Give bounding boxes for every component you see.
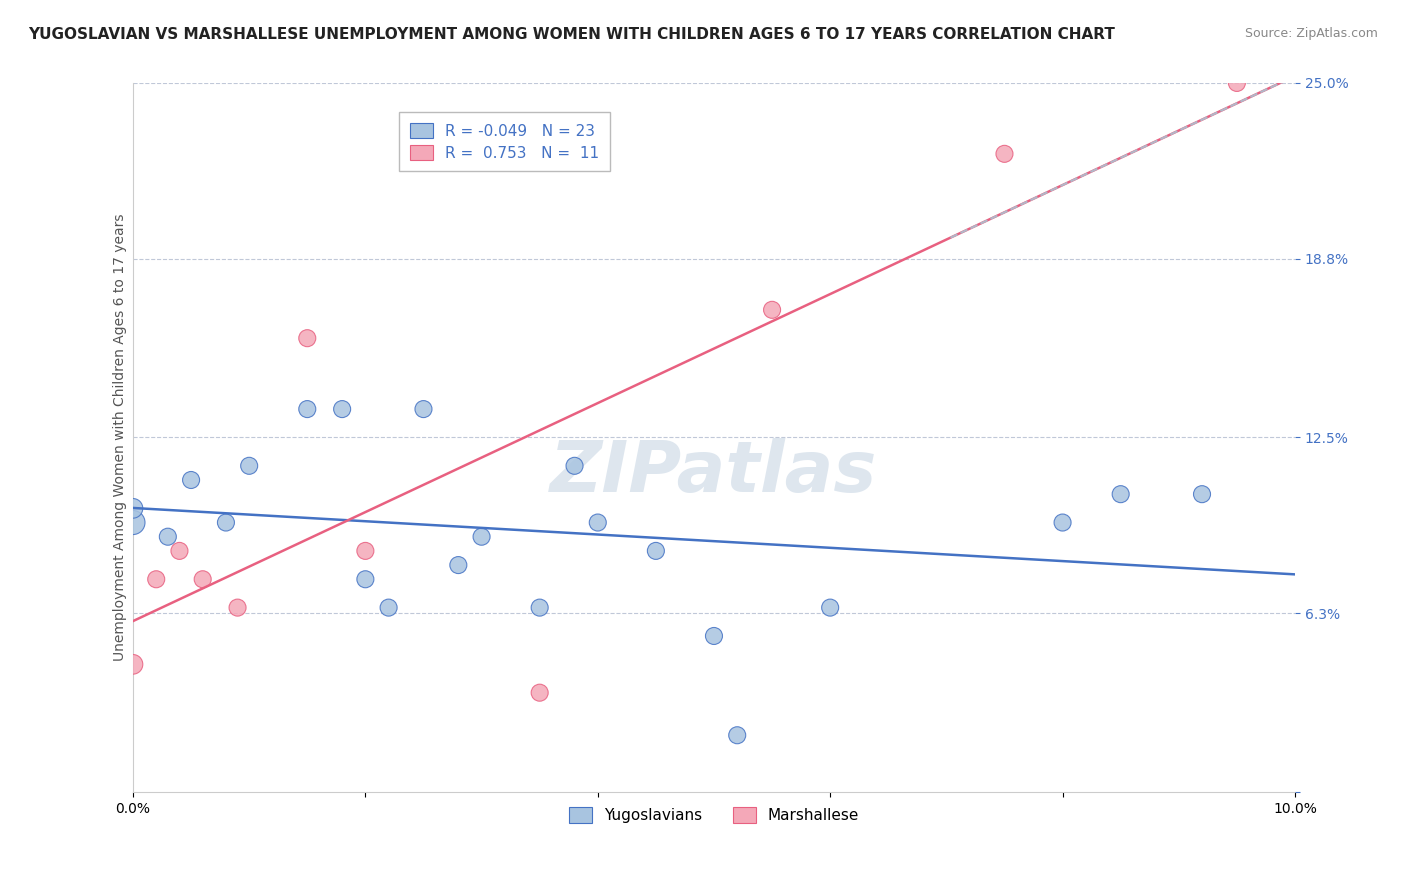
Point [354, 544, 377, 558]
Point [818, 600, 841, 615]
Point [447, 558, 470, 572]
Point [1052, 516, 1074, 530]
Point [122, 516, 145, 530]
Point [725, 728, 748, 742]
Point [215, 516, 238, 530]
Y-axis label: Unemployment Among Women with Children Ages 6 to 17 years: Unemployment Among Women with Children A… [114, 214, 128, 661]
Point [238, 458, 260, 473]
Point [412, 402, 434, 417]
Text: YUGOSLAVIAN VS MARSHALLESE UNEMPLOYMENT AMONG WOMEN WITH CHILDREN AGES 6 TO 17 Y: YUGOSLAVIAN VS MARSHALLESE UNEMPLOYMENT … [28, 27, 1115, 42]
Point [761, 302, 783, 317]
Point [993, 146, 1015, 161]
Text: Source: ZipAtlas.com: Source: ZipAtlas.com [1244, 27, 1378, 40]
Point [377, 600, 399, 615]
Point [122, 657, 145, 672]
Point [644, 544, 666, 558]
Point [1226, 76, 1249, 90]
Point [354, 572, 377, 586]
Point [586, 516, 609, 530]
Point [169, 544, 191, 558]
Point [529, 686, 551, 700]
Point [122, 501, 145, 516]
Point [1109, 487, 1132, 501]
Point [564, 458, 586, 473]
Point [1191, 487, 1213, 501]
Point [180, 473, 202, 487]
Point [703, 629, 725, 643]
Legend: Yugoslavians, Marshallese: Yugoslavians, Marshallese [558, 797, 870, 834]
Point [471, 530, 494, 544]
Point [145, 572, 167, 586]
Text: ZIPatlas: ZIPatlas [550, 438, 877, 508]
Point [297, 402, 319, 417]
Point [330, 402, 353, 417]
Point [191, 572, 214, 586]
Point [226, 600, 249, 615]
Point [529, 600, 551, 615]
Point [156, 530, 179, 544]
Point [297, 331, 319, 345]
